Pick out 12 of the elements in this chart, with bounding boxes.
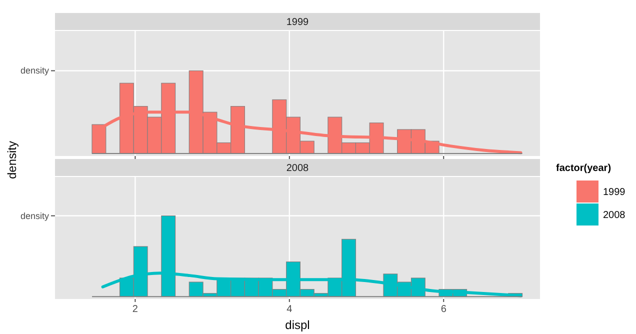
text: density	[20, 210, 50, 221]
x-tick-label: 6	[440, 304, 447, 315]
x-axis-title: displ	[285, 318, 310, 332]
legend-label: 1999	[603, 187, 626, 198]
legend-label: 2008	[603, 210, 626, 221]
legend-title: factor(year)	[556, 163, 612, 174]
text: density	[20, 66, 50, 76]
chart-title: 1999	[286, 17, 310, 28]
chart-title: 2008	[286, 163, 310, 174]
y-axis-title: density	[5, 140, 19, 180]
x-tick-label: 4	[286, 304, 293, 315]
x-tick-label: 2	[132, 304, 138, 315]
